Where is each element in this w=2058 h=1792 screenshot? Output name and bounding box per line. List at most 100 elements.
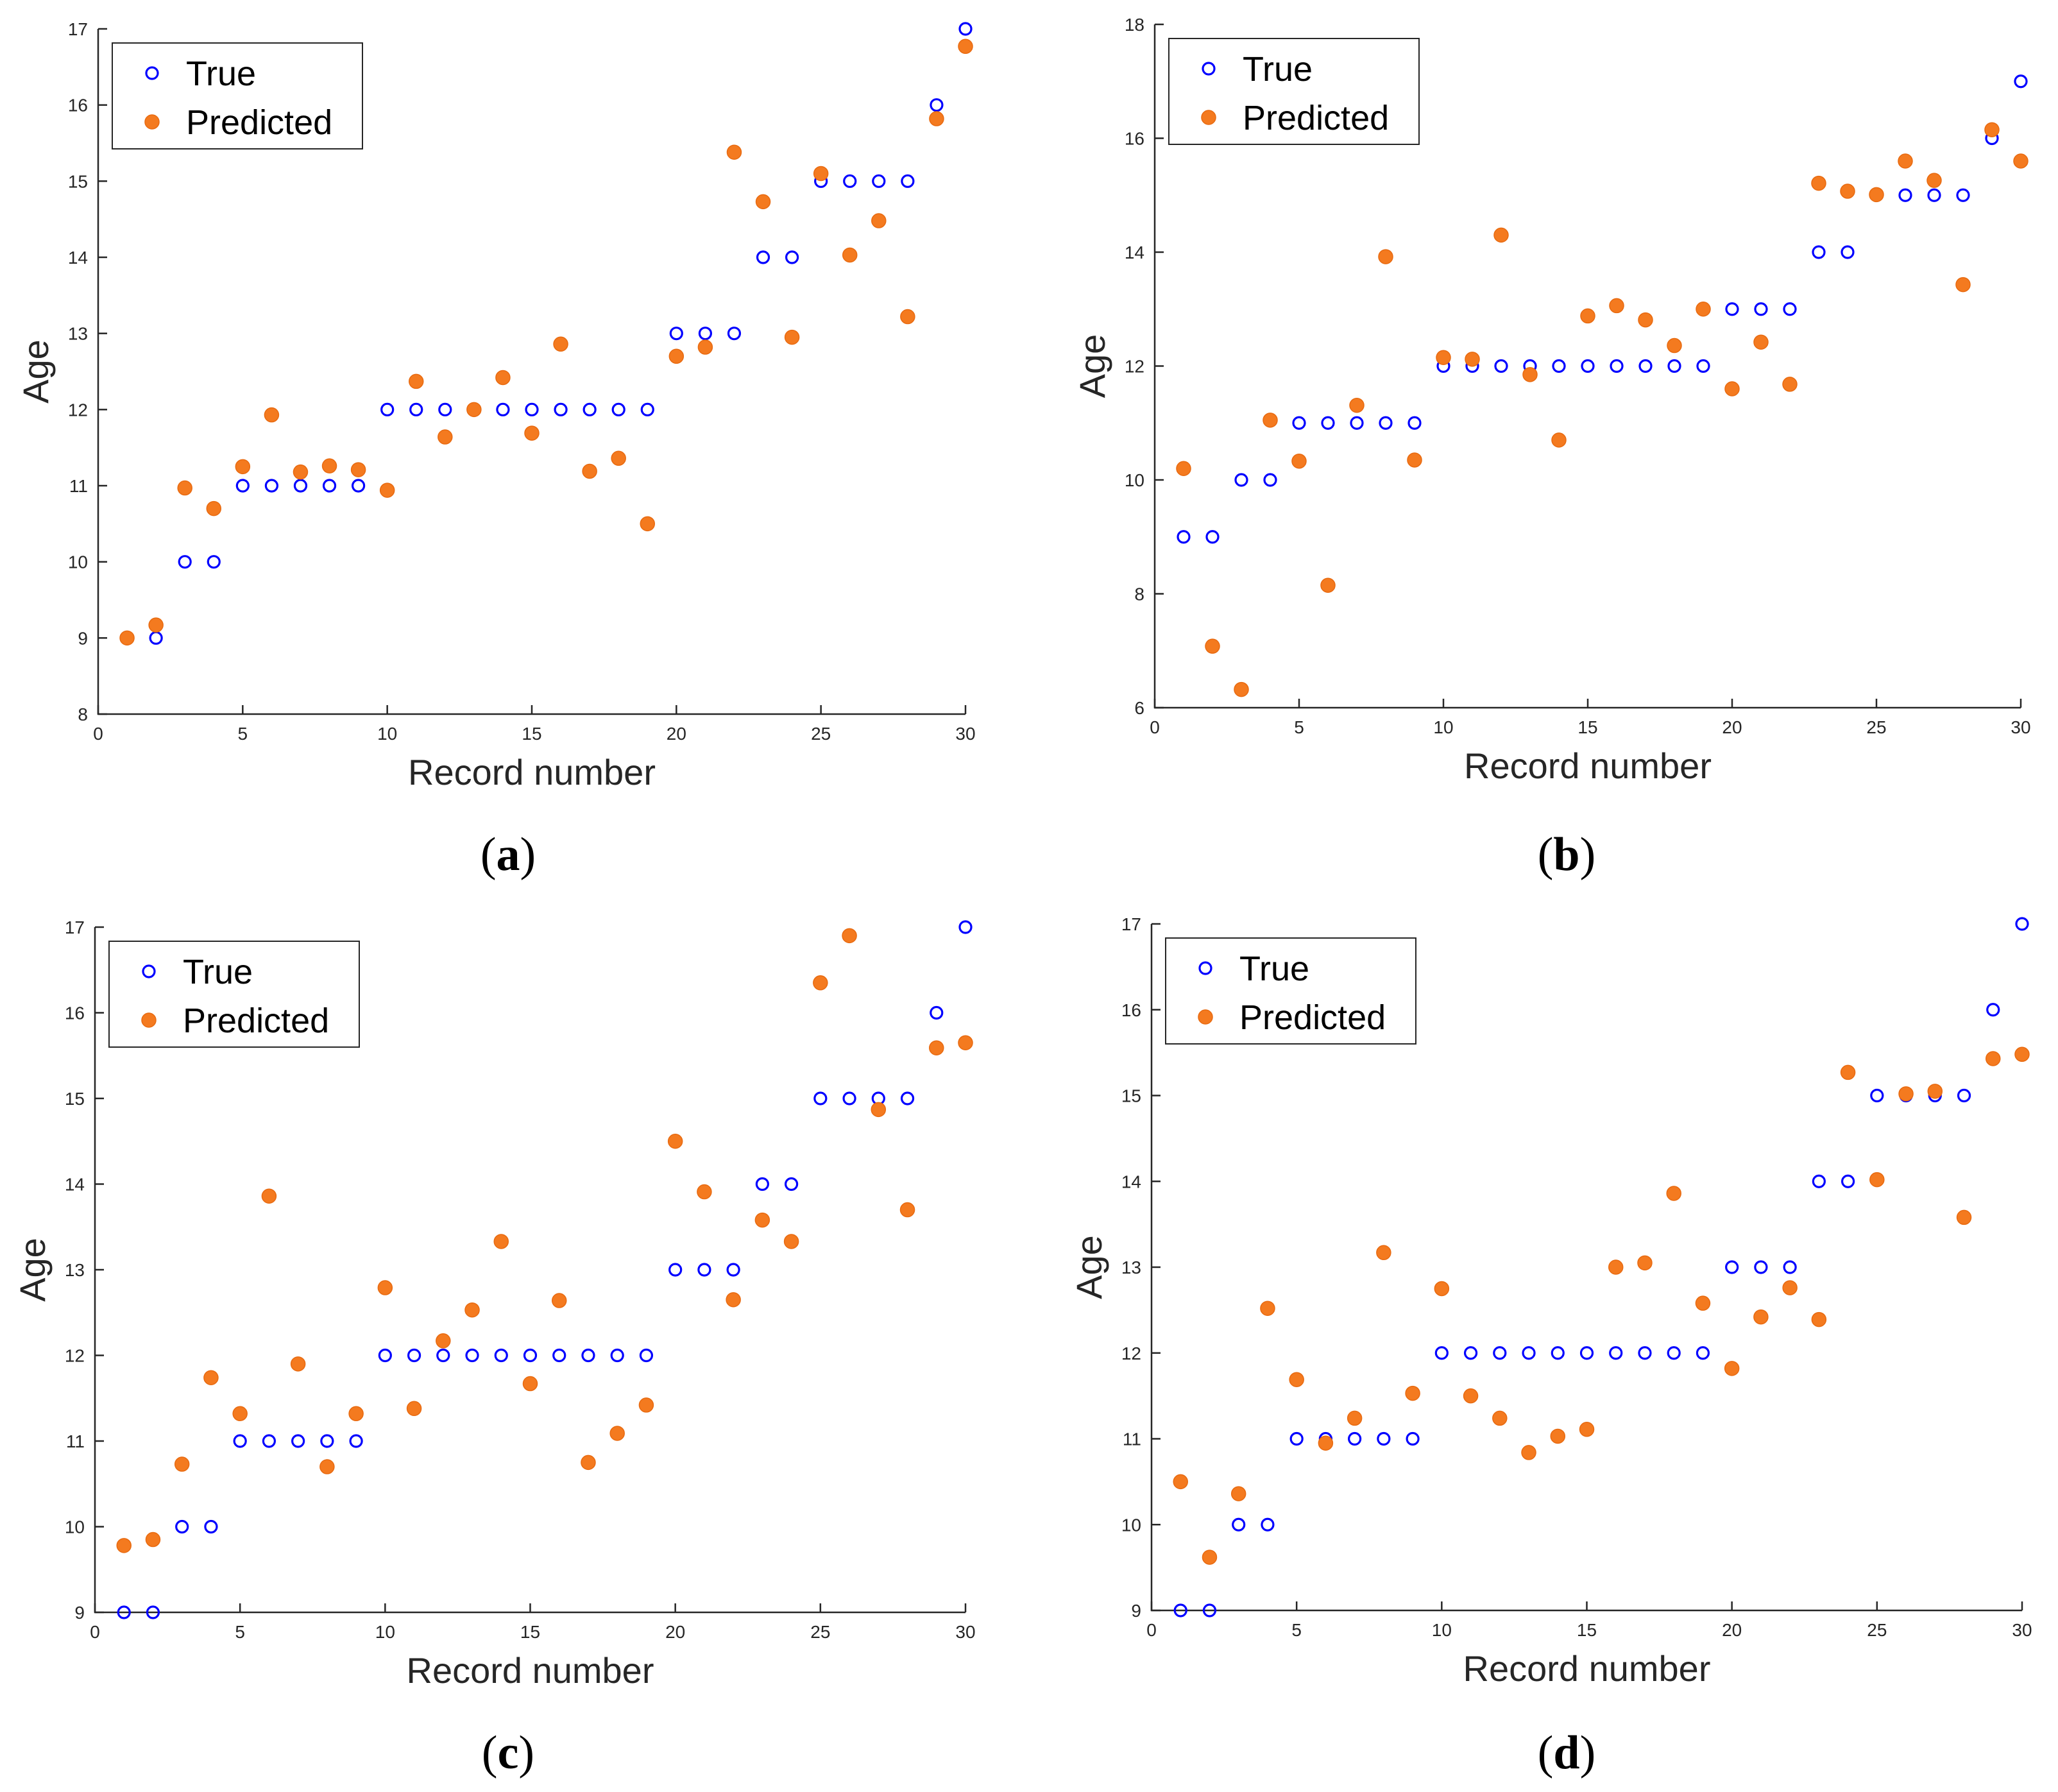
true-point [669,327,683,341]
true-point [1434,1346,1449,1360]
predicted-point [1463,1388,1479,1404]
predicted-point [1234,681,1249,697]
predicted-point [1492,1410,1508,1426]
y-axis-label: Age [12,1238,53,1302]
predicted-point [1405,1385,1420,1401]
chart-panel-a: 0 5 10 15 20 25 30 8 9 10 11 12 13 14 15 16 17 Record num… [15,19,976,792]
x-tick-label: 5 [1291,1620,1302,1640]
predicted-point [1347,1410,1363,1426]
predicted-point [1176,461,1191,476]
true-point [1579,1346,1594,1360]
true-point [958,22,973,36]
legend-predicted-marker [1198,1009,1213,1025]
x-tick-label: 0 [90,1622,100,1642]
true-point [1202,1603,1217,1617]
true-point [930,98,944,112]
predicted-point [929,111,944,126]
true-point [726,1263,740,1277]
y-tick-label: 16 [1121,1000,1141,1020]
predicted-point [871,1102,887,1118]
predicted-point [611,450,626,466]
x-tick-label: 30 [2012,1620,2032,1640]
x-tick-label: 10 [1433,717,1453,737]
predicted-point [1579,1422,1595,1437]
legend-true-marker [142,964,156,978]
legend-box [1168,38,1420,145]
predicted-point [609,1426,625,1441]
predicted-point [842,928,857,944]
predicted-point [438,429,453,445]
predicted-point [1551,432,1567,448]
predicted-point [1436,350,1451,365]
x-tick-label: 20 [667,724,686,744]
predicted-point [668,348,685,364]
legend: True Predicted [108,941,360,1048]
true-point [1551,1346,1565,1360]
predicted-point [1986,1051,2001,1066]
true-point [1986,1003,2000,1017]
y-tick-label: 15 [68,171,88,191]
true-point [1725,1260,1739,1274]
chart-panel-d: 0 5 10 15 20 25 30 9 10 11 12 13 14 15 16 17 Record numb… [1069,914,2032,1689]
panel-caption-d: (d) [1537,1727,1596,1779]
true-point [438,402,452,416]
true-point [668,1263,683,1277]
true-point [1667,1346,1681,1360]
true-point [958,920,973,934]
true-point [1494,359,1508,373]
y-tick-label: 16 [68,96,88,115]
true-point [610,1348,624,1363]
y-tick-label: 10 [68,552,88,572]
predicted-point [1724,381,1740,397]
x-tick-label: 15 [1578,717,1597,737]
true-point [1898,188,1912,202]
true-point [1870,1088,1884,1103]
predicted-point [1378,249,1393,264]
predicted-point [1782,377,1798,392]
x-tick-label: 25 [1866,717,1886,737]
true-point [1234,473,1248,487]
true-point [1610,359,1624,373]
true-point [1173,1603,1187,1617]
panel-caption-b: (b) [1537,828,1596,881]
predicted-point [1173,1474,1188,1490]
predicted-point [1869,187,1884,203]
predicted-point [958,38,973,55]
legend-true-label: True [186,55,256,93]
predicted-point [871,213,887,228]
predicted-point [1609,298,1624,314]
predicted-point [638,1397,654,1413]
true-point [1552,359,1566,373]
predicted-point [899,1202,915,1218]
true-point [204,1519,218,1534]
predicted-point [1696,302,1711,317]
legend-predicted-marker [141,1012,157,1028]
true-point [1754,302,1768,316]
true-point [264,479,278,493]
y-tick-label: 9 [78,628,88,648]
predicted-point [1840,183,1855,199]
predicted-point [958,1035,973,1050]
true-point [1263,473,1277,487]
predicted-point [321,458,337,474]
y-tick-label: 6 [1134,698,1144,718]
predicted-point [379,482,395,498]
predicted-point [1984,122,2000,137]
x-tick-label: 15 [522,724,541,744]
legend-true-marker [145,66,159,80]
true-point [1638,359,1653,373]
x-tick-label: 15 [520,1622,540,1642]
true-point [351,479,366,493]
panel-caption-c: (c) [481,1727,535,1779]
legend: True Predicted [1168,38,1420,145]
predicted-point [377,1280,393,1295]
predicted-point [755,194,771,210]
x-tick-label: 30 [955,724,975,744]
true-point [1407,416,1422,430]
true-point [233,1434,247,1448]
true-point [1812,1174,1826,1188]
predicted-point [1230,1486,1246,1501]
legend-true-label: True [1243,50,1313,89]
y-tick-label: 10 [65,1517,85,1537]
predicted-point [1320,577,1336,593]
